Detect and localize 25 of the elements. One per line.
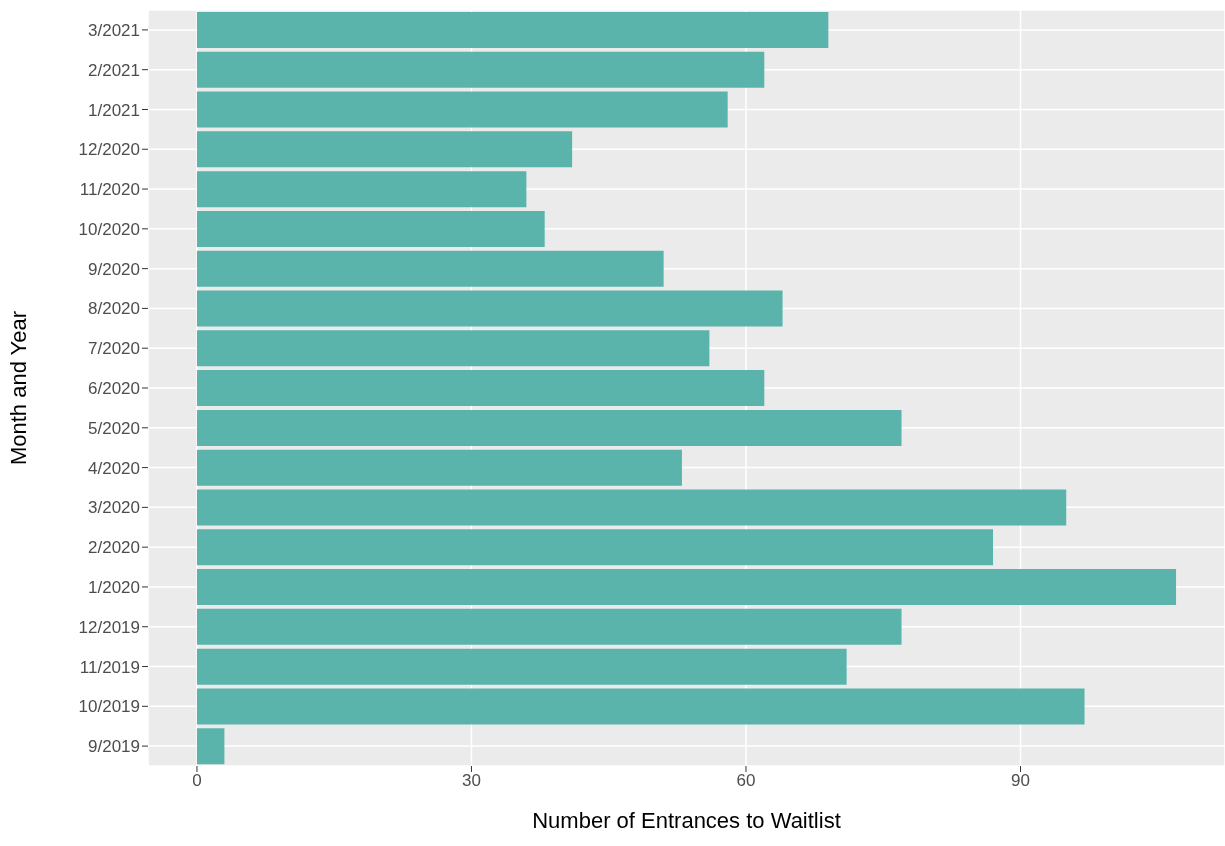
- y-tick-label: 4/2020: [88, 458, 140, 478]
- y-tick-label: 10/2019: [78, 697, 140, 717]
- y-tick-label: 9/2020: [88, 259, 140, 279]
- y-tick-label: 9/2019: [88, 737, 140, 757]
- y-tick-label: 10/2020: [78, 219, 140, 239]
- y-tick-label: 2/2021: [88, 60, 140, 80]
- y-tick-label: 11/2020: [79, 180, 140, 200]
- y-tick-label: 5/2020: [88, 418, 140, 438]
- y-tick-label: 6/2020: [88, 379, 140, 399]
- y-axis-title: Month and Year: [5, 310, 31, 466]
- x-tick-label: 60: [736, 771, 756, 791]
- y-tick-label: 2/2020: [88, 538, 140, 558]
- x-axis-title: Number of Entrances to Waitlist: [532, 808, 841, 833]
- y-tick-label: 8/2020: [88, 299, 140, 319]
- y-tick-label: 11/2019: [79, 657, 140, 677]
- y-tick-label: 3/2020: [88, 498, 140, 518]
- y-tick-label: 3/2021: [88, 20, 140, 40]
- y-tick-label: 1/2020: [88, 577, 140, 597]
- x-tick-label: 30: [462, 771, 481, 791]
- x-tick-label: 90: [1011, 771, 1030, 791]
- y-tick-label: 12/2019: [78, 617, 140, 637]
- y-tick-label: 7/2020: [88, 339, 140, 359]
- y-tick-label: 1/2021: [88, 100, 140, 120]
- x-tick-label: 0: [192, 771, 202, 791]
- y-tick-label: 12/2020: [78, 140, 140, 160]
